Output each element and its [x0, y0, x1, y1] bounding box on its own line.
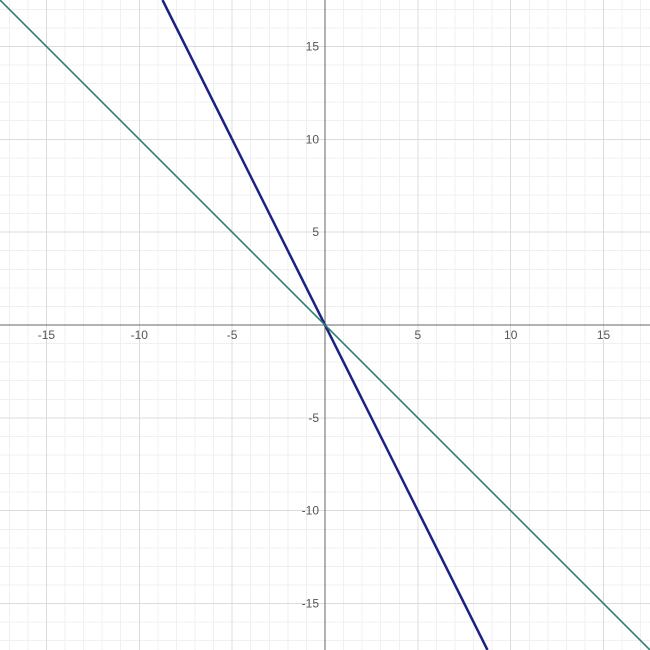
x-tick-label: 15: [597, 328, 611, 342]
x-tick-label: -15: [38, 328, 56, 342]
x-tick-label: 5: [415, 328, 422, 342]
y-tick-label: -10: [302, 504, 320, 518]
x-tick-label: -5: [227, 328, 238, 342]
chart-svg: -15 -10 -5 5 10 15 -15 -10 -5 5 10 15: [0, 0, 650, 650]
y-tick-label: 5: [312, 225, 319, 239]
line-chart: -15 -10 -5 5 10 15 -15 -10 -5 5 10 15: [0, 0, 650, 650]
y-tick-label: -5: [308, 411, 319, 425]
x-tick-label: 10: [504, 328, 518, 342]
y-tick-label: 10: [306, 132, 320, 146]
x-tick-label: -10: [131, 328, 149, 342]
y-tick-label: 15: [306, 39, 320, 53]
y-tick-label: -15: [302, 597, 320, 611]
